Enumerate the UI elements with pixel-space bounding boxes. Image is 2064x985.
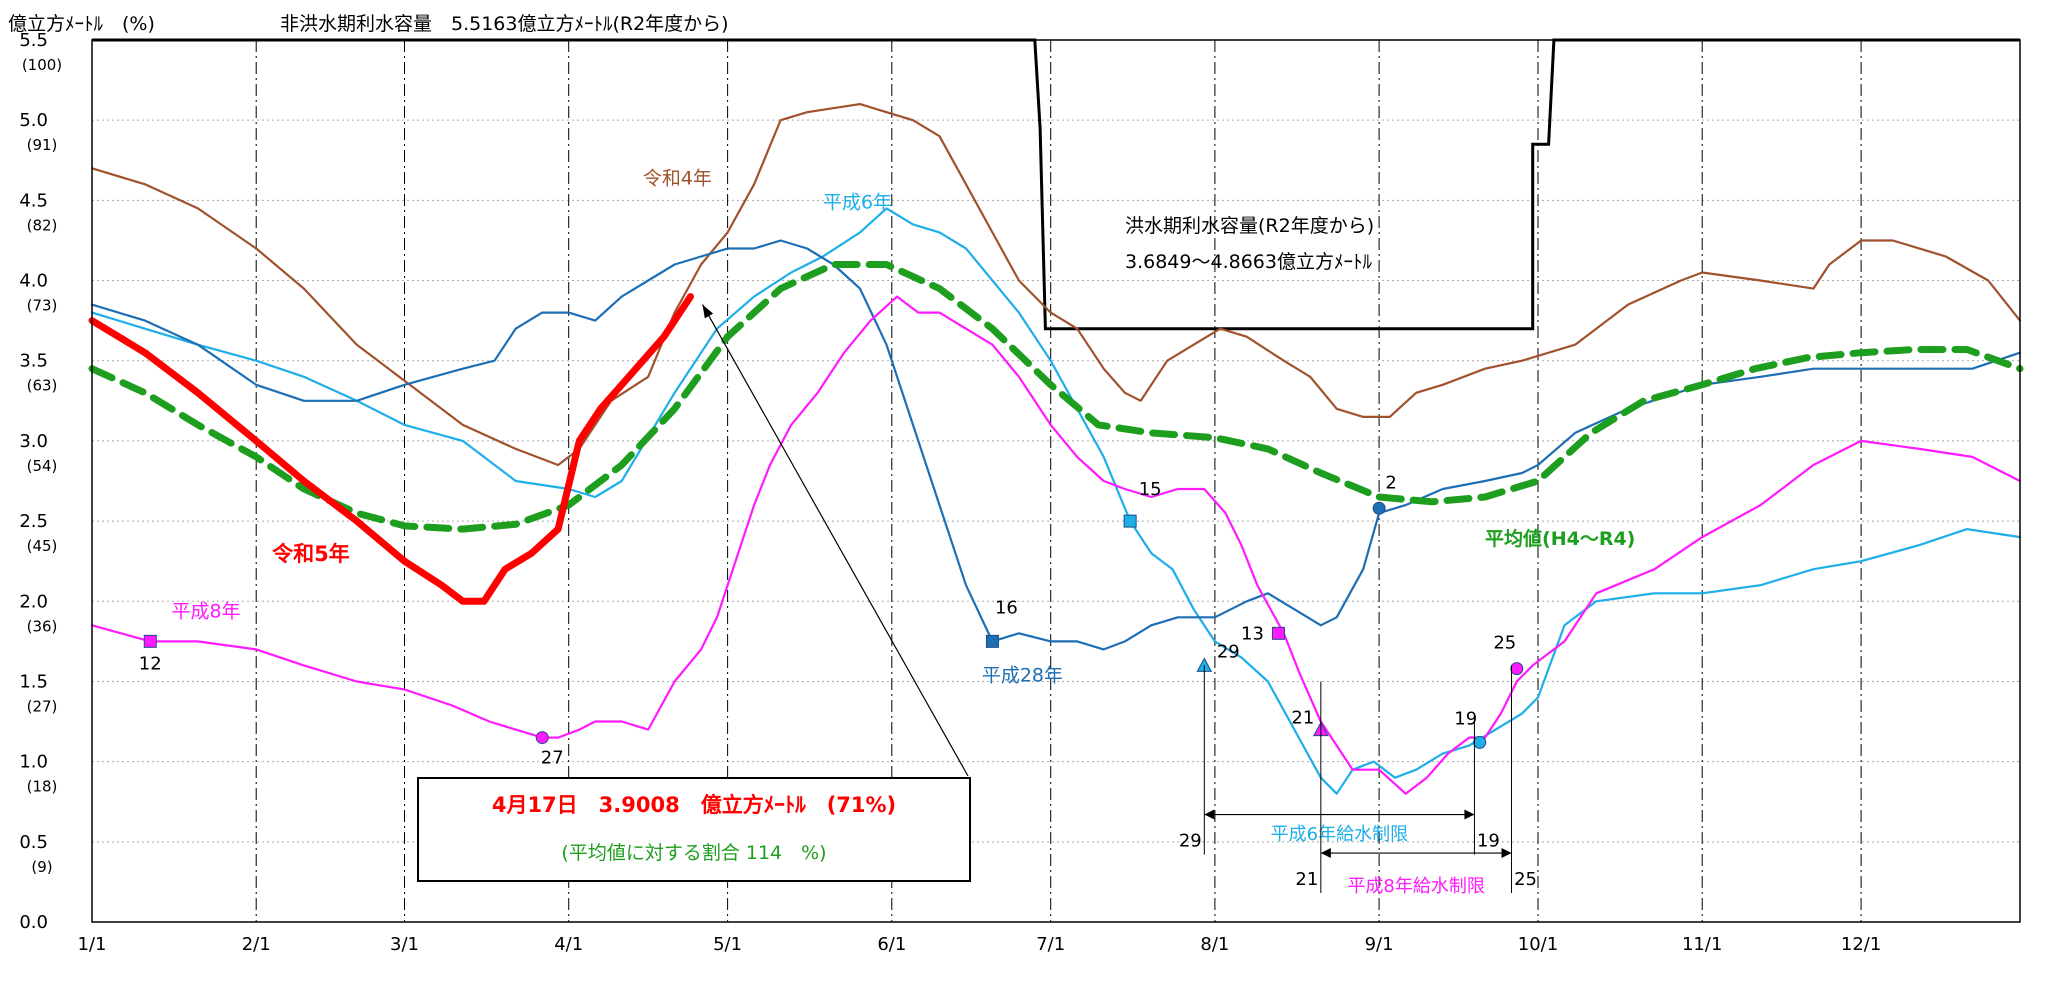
series-line-h8 (90, 295, 2022, 795)
y-pct-label: (54) (27, 457, 58, 475)
x-tick-label: 7/1 (1036, 934, 1065, 955)
y-tick-label: 1.5 (19, 671, 48, 692)
x-tick-label: 2/1 (242, 934, 271, 955)
y-pct-label: (36) (27, 617, 58, 635)
info-box-ratio: (平均値に対する割合 114 %) (561, 842, 826, 864)
restriction-end-day: 25 (1514, 869, 1537, 890)
plot-frame (91, 39, 2021, 923)
marker-label: 19 (1454, 708, 1477, 729)
marker-label: 15 (1139, 479, 1162, 500)
marker-label: 21 (1291, 708, 1314, 729)
y-pct-label: (73) (27, 297, 58, 315)
marker-label: 2 (1385, 472, 1396, 493)
marker-h8-circle (535, 731, 549, 745)
marker-label: 16 (995, 597, 1018, 618)
marker-h28-square (985, 634, 999, 648)
y-pct-label: (9) (31, 858, 52, 876)
x-tick-label: 10/1 (1518, 934, 1558, 955)
axis-labels: 0.0 0.5 (9) 1.0 (18) 1.5 (27) 2.0 (36) 2.5 (45) 3.0… (19, 30, 1881, 955)
arrow-head (1501, 848, 1512, 859)
series-label-h8: 平成8年 (171, 600, 240, 622)
series-lines (88, 103, 2024, 795)
y-tick-label: 1.0 (19, 752, 48, 773)
x-tick-label: 6/1 (877, 934, 906, 955)
flood-box-line2: 3.6849～4.8663億立方ﾒｰﾄﾙ (1125, 251, 1372, 273)
series-label-h28: 平成28年 (982, 664, 1063, 686)
arrow-head (1464, 809, 1475, 820)
marker-label: 25 (1493, 633, 1516, 654)
marker-h8-square (143, 634, 157, 648)
marker-h28-circle (1372, 501, 1386, 515)
y-tick-label: 2.5 (19, 511, 48, 532)
arrow-head (1320, 848, 1331, 859)
marker-h6-square (1123, 514, 1137, 528)
info-box (417, 777, 971, 882)
unit-label: 億立方ﾒｰﾄﾙ (%) (8, 13, 155, 35)
chart-title: 非洪水期利水容量 5.5163億立方ﾒｰﾄﾙ(R2年度から) (280, 13, 729, 35)
flood-box-line1: 洪水期利水容量(R2年度から) (1125, 215, 1374, 237)
info-box-main: 4月17日 3.9008 億立方ﾒｰﾄﾙ (71%) (492, 793, 896, 817)
y-pct-label: (63) (27, 377, 58, 395)
x-tick-label: 8/1 (1200, 934, 1229, 955)
restriction-start-day: 29 (1179, 831, 1202, 852)
series-line-r4 (90, 103, 2022, 467)
info-pointer-head (702, 304, 714, 319)
series-label-h6: 平成6年 (823, 191, 892, 213)
x-tick-label: 11/1 (1682, 934, 1722, 955)
series-line-r5 (88, 293, 694, 605)
y-pct-label: (82) (27, 216, 58, 234)
restriction-h8: 21 25 平成8年給水制限 (1295, 665, 1537, 897)
series-line-h28 (90, 239, 2022, 651)
y-pct-label: (91) (27, 136, 58, 154)
flood-capacity-line (92, 38, 2020, 331)
restriction-start-day: 21 (1295, 869, 1318, 890)
restriction-label: 平成6年給水制限 (1271, 824, 1408, 845)
grid-lines (92, 40, 2020, 922)
marker-label: 27 (541, 748, 564, 769)
series-line-h6 (90, 207, 2022, 795)
series-label-r4: 令和4年 (643, 167, 712, 189)
x-tick-label: 5/1 (713, 934, 742, 955)
y-tick-label: 5.5 (19, 30, 48, 51)
y-pct-label: (45) (27, 537, 58, 555)
y-tick-label: 2.0 (19, 591, 48, 612)
restriction-label: 平成8年給水制限 (1347, 876, 1484, 897)
marker-label: 13 (1241, 623, 1264, 644)
y-tick-label: 4.0 (19, 271, 48, 292)
marker-label: 12 (139, 653, 162, 674)
marker-h8-circle (1510, 662, 1524, 676)
y-pct-label: (27) (27, 697, 58, 715)
info-pointer-line (702, 304, 969, 777)
y-tick-label: 3.0 (19, 431, 48, 452)
x-tick-label: 4/1 (554, 934, 583, 955)
series-label-r5: 令和5年 (272, 542, 350, 566)
marker-h6-circle (1473, 735, 1487, 749)
y-tick-label: 4.5 (19, 190, 48, 211)
arrow-head (1204, 809, 1215, 820)
y-tick-label: 0.5 (19, 832, 48, 853)
restriction-end-day: 19 (1477, 831, 1500, 852)
flood-capacity-boundary (92, 38, 2020, 331)
y-tick-label: 3.5 (19, 351, 48, 372)
x-tick-label: 3/1 (390, 934, 419, 955)
x-tick-label: 1/1 (78, 934, 107, 955)
x-tick-label: 9/1 (1365, 934, 1394, 955)
y-pct-label: (18) (27, 778, 58, 796)
series-label-avg: 平均値(H4～R4) (1485, 527, 1635, 550)
marker-h8-square (1271, 626, 1285, 640)
marker-label: 29 (1217, 641, 1240, 662)
series-line-avg (88, 261, 2024, 533)
y-pct-label: (100) (22, 56, 62, 74)
restriction-h6: 29 19 平成6年給水制限 (1179, 665, 1500, 855)
x-tick-label: 12/1 (1841, 934, 1881, 955)
y-tick-label: 0.0 (19, 912, 48, 933)
y-tick-label: 5.0 (19, 110, 48, 131)
